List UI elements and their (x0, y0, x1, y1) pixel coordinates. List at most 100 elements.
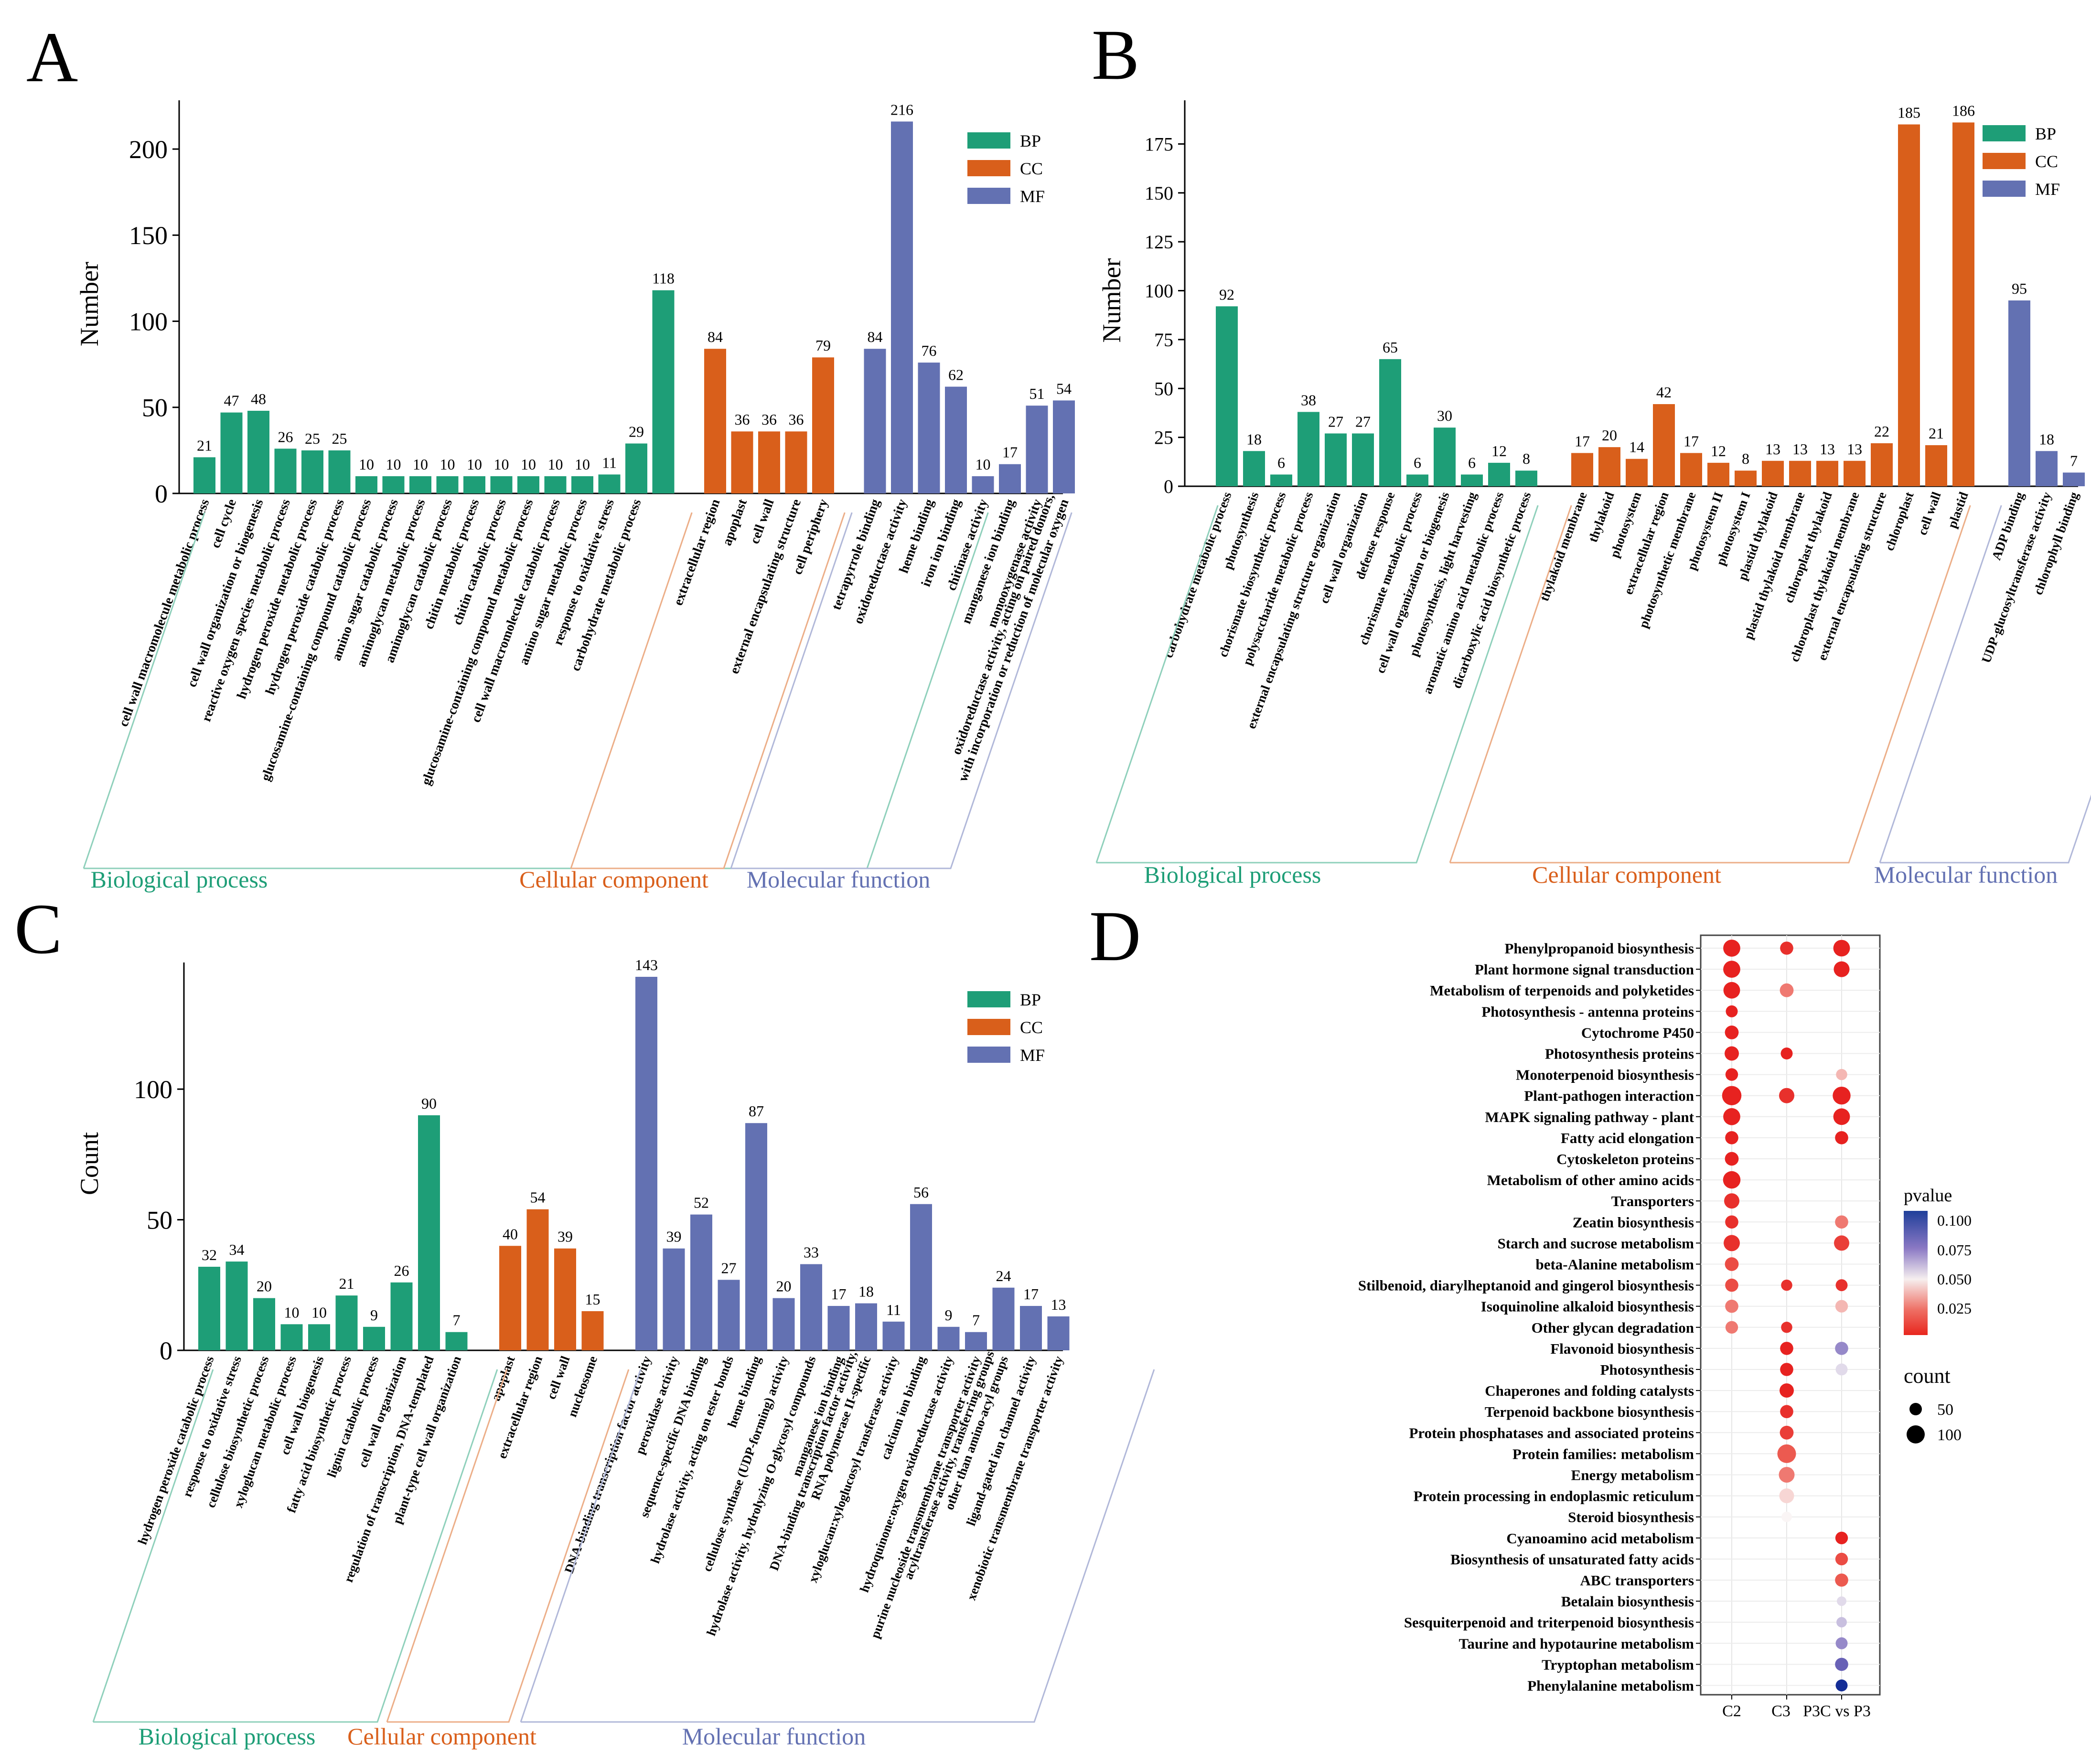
bar (499, 1246, 521, 1350)
dot (1835, 1552, 1848, 1566)
data-label: 27 (1328, 413, 1343, 430)
data-label: 62 (948, 366, 964, 384)
count-legend-dot (1907, 1425, 1925, 1443)
y-tick-label: 100 (1145, 280, 1173, 302)
colorbar-label: 0.100 (1937, 1212, 1972, 1229)
pathway-label: Biosynthesis of unsaturated fatty acids (1450, 1551, 1694, 1568)
x-tick-label: cell wall (747, 497, 777, 546)
data-label: 39 (666, 1228, 682, 1245)
y-tick-label: 50 (1154, 378, 1173, 399)
data-label: 27 (1355, 413, 1371, 430)
dot (1834, 1235, 1850, 1251)
dot (1835, 1215, 1848, 1229)
data-label: 27 (721, 1259, 737, 1276)
y-tick-label: 100 (129, 307, 168, 336)
y-tick-label: 150 (1145, 182, 1173, 204)
x-tick-label: plastid (1945, 490, 1971, 530)
bar (274, 449, 297, 493)
pvalue-colorbar (1904, 1211, 1928, 1335)
dot (1835, 1279, 1848, 1292)
colorbar-label: 0.050 (1937, 1271, 1972, 1288)
dot (1780, 1363, 1793, 1376)
x-tick-label: thylakoid membrane (1537, 490, 1590, 603)
bar (193, 457, 215, 493)
dot (1835, 1342, 1848, 1355)
y-tick-label: 0 (1164, 476, 1173, 497)
pathway-label: Phenylpropanoid biosynthesis (1504, 940, 1694, 957)
x-tick-label: apoplast (719, 497, 750, 547)
data-label: 12 (1491, 442, 1507, 460)
data-label: 7 (2070, 452, 2078, 469)
y-tick-label: 50 (142, 394, 168, 422)
data-label: 92 (1219, 286, 1234, 303)
bar (198, 1267, 220, 1350)
data-label: 10 (284, 1304, 300, 1321)
data-label: 20 (776, 1278, 792, 1295)
pathway-label: Flavonoid biosynthesis (1550, 1340, 1694, 1357)
group-label: Cellular component (347, 1723, 536, 1750)
pathway-label: Chaperones and folding catalysts (1485, 1382, 1694, 1399)
data-label: 25 (332, 430, 347, 447)
y-tick-label: 175 (1145, 133, 1173, 155)
data-label: 17 (1002, 444, 1018, 461)
dot (1723, 940, 1740, 957)
x-tick-label-line: plastid (1945, 490, 1971, 530)
bar (1762, 460, 1784, 486)
y-tick-label: 150 (129, 221, 168, 250)
bar (382, 476, 405, 493)
bar (490, 476, 513, 493)
data-label: 9 (945, 1306, 953, 1324)
bar (1243, 451, 1265, 486)
dot (1833, 1108, 1850, 1125)
bar (625, 443, 647, 493)
pathway-label: Phenylalanine metabolism (1527, 1678, 1694, 1694)
data-label: 84 (708, 328, 723, 345)
panel-letter: C (14, 889, 62, 969)
pathway-label: Stilbenoid, diarylheptanoid and gingerol… (1358, 1277, 1694, 1294)
colorbar-label: 0.025 (1937, 1300, 1972, 1317)
pathway-label: Taurine and hypotaurine metabolism (1459, 1635, 1694, 1652)
dot (1835, 1531, 1848, 1544)
count-legend-dot (1909, 1403, 1922, 1415)
group-bracket (1449, 505, 1971, 864)
bar (1871, 443, 1893, 486)
data-label: 20 (257, 1278, 272, 1295)
data-label: 20 (1602, 427, 1617, 444)
bar (992, 1287, 1015, 1350)
data-label: 10 (575, 456, 590, 473)
dot (1781, 1322, 1792, 1333)
pathway-label: Sesquiterpenoid and triterpenoid biosynt… (1404, 1614, 1694, 1631)
pathway-label: MAPK signaling pathway - plant (1485, 1109, 1694, 1125)
data-label: 13 (1820, 440, 1835, 458)
count-legend-label: 50 (1937, 1401, 1953, 1419)
data-label: 25 (305, 430, 320, 447)
data-label: 56 (913, 1184, 929, 1201)
data-label: 34 (229, 1241, 245, 1258)
pathway-label: Other glycan degradation (1532, 1319, 1694, 1336)
dot (1724, 1193, 1740, 1209)
legend-label: CC (1020, 1018, 1043, 1037)
count-legend-label: 100 (1937, 1426, 1962, 1444)
bar (891, 121, 913, 493)
x-tick-label: C3 (1771, 1702, 1791, 1720)
legend-swatch (1983, 181, 2026, 197)
x-tick-label: cell wall (1915, 490, 1943, 537)
group-bracket (520, 1369, 1155, 1723)
data-label: 24 (996, 1267, 1011, 1284)
bar (1053, 400, 1075, 493)
dot (1835, 1363, 1848, 1376)
dot (1835, 1637, 1848, 1649)
data-label: 54 (530, 1189, 546, 1206)
data-label: 18 (2039, 430, 2054, 448)
bar (1270, 474, 1292, 486)
data-label: 6 (1414, 454, 1421, 471)
bar (1297, 412, 1319, 486)
y-tick-label: 125 (1145, 231, 1173, 253)
data-label: 10 (386, 456, 401, 473)
bar (1598, 447, 1620, 486)
bar (355, 476, 377, 493)
x-tick-label: cell wall (544, 1354, 572, 1401)
panel-d: D Phenylpropanoid biosynthesis Plant hormo… (1089, 897, 1972, 1720)
pathway-label: Plant hormone signal transduction (1475, 961, 1694, 978)
data-label: 17 (1684, 432, 1699, 449)
